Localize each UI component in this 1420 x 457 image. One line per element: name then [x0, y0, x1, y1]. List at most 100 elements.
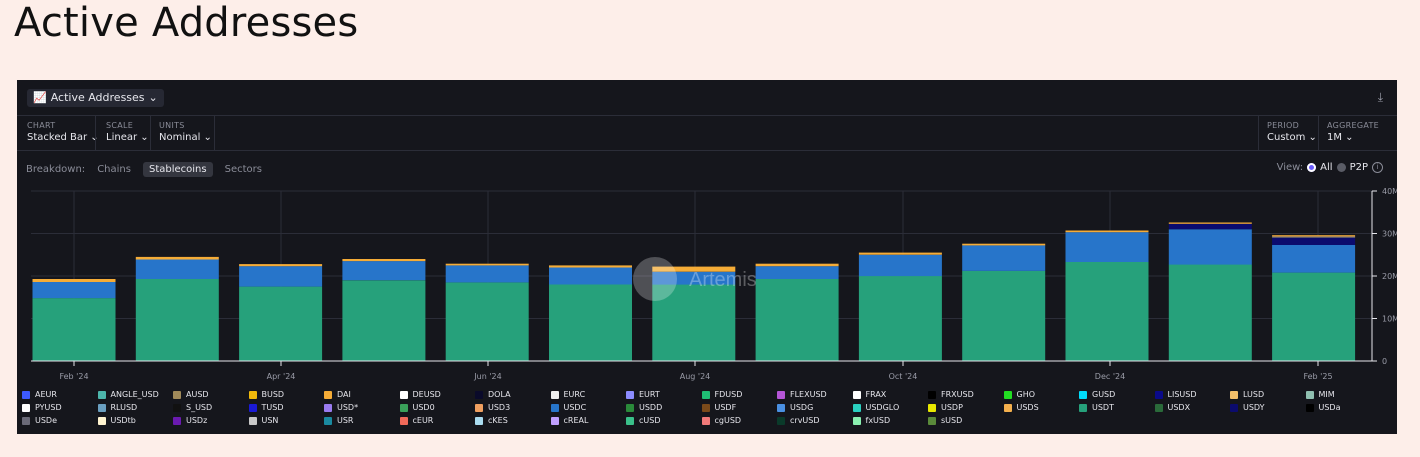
- legend-item-usd3[interactable]: USD3: [475, 403, 510, 412]
- chart-type-select[interactable]: CHART Stacked Bar ⌄: [27, 121, 99, 143]
- legend-item-ckes[interactable]: cKES: [475, 416, 508, 425]
- bar-segment-usdc[interactable]: [445, 265, 529, 283]
- bar-segment-dai[interactable]: [962, 243, 1046, 246]
- bar-segment-usdc[interactable]: [652, 271, 736, 285]
- legend-item-gusd[interactable]: GUSD: [1079, 390, 1115, 399]
- legend-item-creal[interactable]: cREAL: [550, 416, 588, 425]
- legend-item-usdf[interactable]: USDF: [701, 403, 736, 412]
- bar-segment-usdc[interactable]: [1168, 229, 1252, 265]
- bar-segment-dai[interactable]: [1065, 230, 1149, 233]
- radio-all[interactable]: [1307, 163, 1317, 172]
- bar-segment-dai[interactable]: [1168, 222, 1252, 224]
- legend-item-dai[interactable]: DAI: [324, 390, 351, 399]
- legend-item-busd[interactable]: BUSD: [248, 390, 284, 399]
- legend-item-lusd[interactable]: LUSD: [1230, 390, 1264, 399]
- bar-segment-dai[interactable]: [32, 279, 116, 282]
- legend-item-usn[interactable]: USN: [248, 416, 278, 425]
- legend-item-cgusd[interactable]: cgUSD: [701, 416, 741, 425]
- legend-item-lisusd[interactable]: LISUSD: [1154, 390, 1197, 399]
- legend-item-crvusd[interactable]: crvUSD: [777, 416, 820, 425]
- legend-item-tusd[interactable]: TUSD: [248, 403, 283, 412]
- legend-item-usd-[interactable]: USD*: [324, 403, 358, 412]
- units-select[interactable]: UNITS Nominal ⌄: [159, 121, 212, 143]
- bar-segment-usdt[interactable]: [1065, 262, 1149, 361]
- bar-segment-usdt[interactable]: [342, 280, 426, 362]
- legend-item-usdz[interactable]: USDz: [173, 416, 207, 425]
- tab-chains[interactable]: Chains: [97, 163, 131, 175]
- legend-item-usdx[interactable]: USDX: [1154, 403, 1190, 412]
- bar-segment-usdy[interactable]: [1272, 237, 1356, 245]
- bar-segment-usdt[interactable]: [858, 276, 942, 361]
- legend-item-usdd[interactable]: USDD: [626, 403, 662, 412]
- bar-segment-usdc[interactable]: [1272, 245, 1356, 273]
- bar-segment-usdc[interactable]: [755, 266, 839, 279]
- legend-item-usds[interactable]: USDS: [1003, 403, 1039, 412]
- bar-segment-dai[interactable]: [239, 264, 323, 267]
- bar-segment-usde[interactable]: [1272, 236, 1356, 238]
- bar-segment-dai[interactable]: [1272, 235, 1356, 237]
- legend-item-usdg[interactable]: USDG: [777, 403, 813, 412]
- legend-item-usdt[interactable]: USDT: [1079, 403, 1114, 412]
- legend-item-usr[interactable]: USR: [324, 416, 354, 425]
- bar-segment-usdt[interactable]: [445, 282, 529, 361]
- legend-item-dola[interactable]: DOLA: [475, 390, 511, 399]
- bar-segment-usdt[interactable]: [239, 286, 323, 361]
- legend-item-flexusd[interactable]: FLEXUSD: [777, 390, 827, 399]
- bar-segment-dai[interactable]: [652, 266, 736, 272]
- bar-segment-usdc[interactable]: [32, 281, 116, 299]
- radio-p2p[interactable]: [1336, 163, 1346, 172]
- legend-item-s-usd[interactable]: S_USD: [173, 403, 212, 412]
- legend-item-frxusd[interactable]: FRXUSD: [928, 390, 974, 399]
- legend-item-deusd[interactable]: DEUSD: [399, 390, 441, 399]
- bar-segment-usdc[interactable]: [239, 266, 323, 287]
- legend-item-usde[interactable]: USDe: [22, 416, 57, 425]
- legend-item-usda[interactable]: USDa: [1305, 403, 1341, 412]
- info-icon[interactable]: i: [1372, 162, 1383, 173]
- legend-item-frax[interactable]: FRAX: [852, 390, 886, 399]
- bar-segment-usdt[interactable]: [755, 279, 839, 361]
- period-select[interactable]: PERIOD Custom ⌄: [1267, 121, 1317, 143]
- legend-item-usdp[interactable]: USDP: [928, 403, 963, 412]
- legend-item-usd0[interactable]: USD0: [399, 403, 435, 412]
- legend-item-pyusd[interactable]: PYUSD: [22, 403, 62, 412]
- tab-stablecoins[interactable]: Stablecoins: [142, 161, 213, 177]
- bar-segment-usdc[interactable]: [342, 261, 426, 281]
- bar-segment-usdt[interactable]: [32, 298, 116, 361]
- bar-segment-usdt[interactable]: [549, 284, 632, 362]
- legend-item-eurc[interactable]: EURC: [550, 390, 585, 399]
- bar-segment-dai[interactable]: [445, 263, 529, 266]
- bar-segment-usdt[interactable]: [962, 270, 1046, 361]
- bar-segment-usdt[interactable]: [1168, 264, 1252, 362]
- legend-item-aeur[interactable]: AEUR: [22, 390, 57, 399]
- legend-item-cusd[interactable]: cUSD: [626, 416, 661, 425]
- legend-item-mim[interactable]: MIM: [1305, 390, 1335, 399]
- tab-sectors[interactable]: Sectors: [224, 163, 262, 175]
- bar-segment-dai[interactable]: [858, 252, 942, 255]
- bar-segment-dai[interactable]: [342, 259, 426, 262]
- legend-item-gho[interactable]: GHO: [1003, 390, 1035, 399]
- legend-item-usdy[interactable]: USDY: [1230, 403, 1265, 412]
- legend-item-usdglo[interactable]: USDGLO: [852, 403, 899, 412]
- bar-segment-usdy[interactable]: [1168, 223, 1252, 230]
- download-icon[interactable]: ⤓: [1377, 90, 1383, 104]
- aggregate-select[interactable]: AGGREGATE 1M ⌄: [1327, 121, 1379, 143]
- chart-title-dropdown[interactable]: 📈 Active Addresses ⌄: [27, 89, 164, 107]
- legend-item-fxusd[interactable]: fxUSD: [852, 416, 890, 425]
- bar-segment-dai[interactable]: [135, 256, 219, 260]
- bar-segment-dai[interactable]: [549, 265, 632, 268]
- bar-segment-usdc[interactable]: [135, 259, 219, 279]
- legend-item-susd[interactable]: sUSD: [928, 416, 962, 425]
- bar-segment-dai[interactable]: [755, 263, 839, 267]
- bar-segment-usdc[interactable]: [858, 254, 942, 277]
- legend-item-usdc[interactable]: USDC: [550, 403, 586, 412]
- scale-select[interactable]: SCALE Linear ⌄: [106, 121, 149, 143]
- legend-item-ceur[interactable]: cEUR: [399, 416, 433, 425]
- legend-item-angle-usd[interactable]: ANGLE_USD: [97, 390, 159, 399]
- bar-segment-usdt[interactable]: [1272, 272, 1356, 361]
- bar-segment-usdc[interactable]: [1065, 232, 1149, 262]
- bar-segment-usdc[interactable]: [962, 245, 1046, 271]
- legend-item-usdtb[interactable]: USDtb: [97, 416, 136, 425]
- legend-item-ausd[interactable]: AUSD: [173, 390, 209, 399]
- bar-segment-usdc[interactable]: [549, 267, 632, 285]
- legend-item-eurt[interactable]: EURT: [626, 390, 660, 399]
